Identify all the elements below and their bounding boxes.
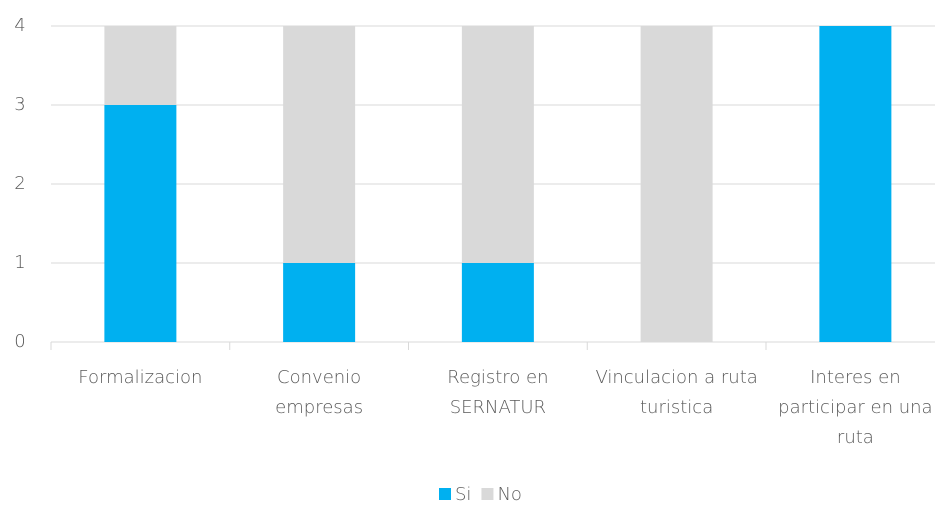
bar-segment xyxy=(640,26,713,342)
bar-segment xyxy=(819,26,892,342)
y-tick-label: 4 xyxy=(14,15,25,36)
bar-segment xyxy=(283,26,356,263)
y-tick-label: 1 xyxy=(14,252,25,273)
legend-label: Si xyxy=(455,484,471,505)
x-tick-label: Registro en SERNATUR xyxy=(447,367,549,418)
y-tick-label: 3 xyxy=(14,94,25,115)
x-tick-label: Vinculacion a ruta turistica xyxy=(595,367,758,418)
legend-label: No xyxy=(497,484,521,505)
y-tick-label: 2 xyxy=(14,173,25,194)
legend-swatch xyxy=(481,488,494,500)
bar-segment xyxy=(461,26,534,263)
bar-segment xyxy=(104,26,177,105)
x-tick-label: Formalizacion xyxy=(78,367,203,388)
x-tick-label: Convenio empresas xyxy=(275,367,364,418)
x-tick-label: Interes en participar en una ruta xyxy=(778,367,933,448)
legend-swatch xyxy=(439,488,451,500)
bar-segment xyxy=(104,105,177,342)
bar-segment xyxy=(283,263,356,342)
y-tick-label: 0 xyxy=(14,331,25,352)
bar-segment xyxy=(461,263,534,342)
